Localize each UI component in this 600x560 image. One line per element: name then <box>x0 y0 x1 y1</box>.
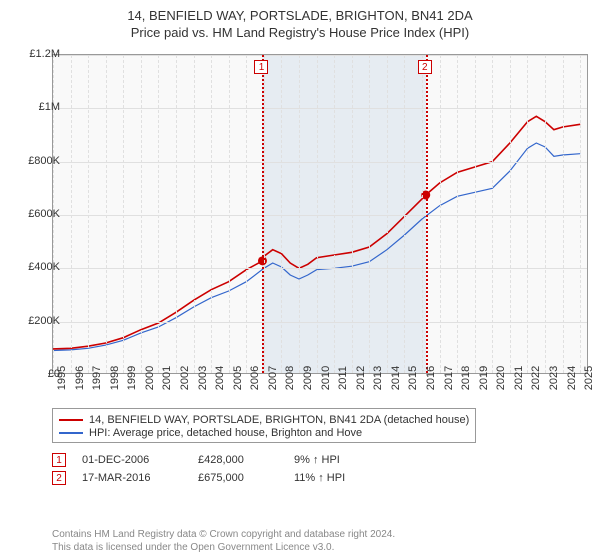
y-axis-label: £1.2M <box>10 48 60 60</box>
title-block: 14, BENFIELD WAY, PORTSLADE, BRIGHTON, B… <box>0 0 600 44</box>
x-axis-label: 1997 <box>91 366 103 390</box>
chart-subtitle: Price paid vs. HM Land Registry's House … <box>0 25 600 40</box>
y-axis-label: £400K <box>10 261 60 273</box>
x-axis-label: 2002 <box>179 366 191 390</box>
x-axis-label: 2023 <box>548 366 560 390</box>
x-axis-label: 2025 <box>583 366 595 390</box>
y-axis-label: £1M <box>10 101 60 113</box>
legend-swatch <box>59 432 83 434</box>
x-axis-label: 2013 <box>372 366 384 390</box>
sale-price: £675,000 <box>198 472 278 484</box>
sale-row: 1 01-DEC-2006 £428,000 9% ↑ HPI <box>52 453 588 467</box>
x-axis-label: 2009 <box>302 366 314 390</box>
y-axis-label: £0 <box>10 368 60 380</box>
x-axis-label: 2007 <box>267 366 279 390</box>
sale-num: 2 <box>52 471 66 485</box>
x-axis-label: 2000 <box>144 366 156 390</box>
x-axis-label: 2014 <box>390 366 402 390</box>
legend-label: 14, BENFIELD WAY, PORTSLADE, BRIGHTON, B… <box>89 414 469 426</box>
footer: Contains HM Land Registry data © Crown c… <box>52 528 395 554</box>
legend-swatch <box>59 419 83 421</box>
legend-label: HPI: Average price, detached house, Brig… <box>89 427 362 439</box>
sales-table: 1 01-DEC-2006 £428,000 9% ↑ HPI 2 17-MAR-2016… <box>52 453 588 485</box>
x-axis-label: 1998 <box>109 366 121 390</box>
x-axis-label: 2017 <box>443 366 455 390</box>
x-axis-label: 2012 <box>355 366 367 390</box>
x-axis-label: 2010 <box>320 366 332 390</box>
sale-pct: 11% ↑ HPI <box>294 472 394 484</box>
footer-line-1: Contains HM Land Registry data © Crown c… <box>52 528 395 541</box>
legend-item: 14, BENFIELD WAY, PORTSLADE, BRIGHTON, B… <box>59 414 469 426</box>
event-line <box>426 55 428 373</box>
x-axis-label: 2004 <box>214 366 226 390</box>
x-axis-label: 2003 <box>197 366 209 390</box>
sale-date: 01-DEC-2006 <box>82 454 182 466</box>
chart-container: 14, BENFIELD WAY, PORTSLADE, BRIGHTON, B… <box>0 0 600 560</box>
sale-price: £428,000 <box>198 454 278 466</box>
footer-line-2: This data is licensed under the Open Gov… <box>52 541 395 554</box>
x-axis-label: 2021 <box>513 366 525 390</box>
sale-num: 1 <box>52 453 66 467</box>
x-axis-label: 2019 <box>478 366 490 390</box>
x-axis-label: 2006 <box>249 366 261 390</box>
event-marker: 1 <box>254 60 268 74</box>
x-axis-label: 2024 <box>566 366 578 390</box>
x-axis-label: 1999 <box>126 366 138 390</box>
x-axis-label: 2008 <box>284 366 296 390</box>
x-axis-label: 1996 <box>74 366 86 390</box>
x-axis-label: 2015 <box>407 366 419 390</box>
sale-pct: 9% ↑ HPI <box>294 454 394 466</box>
event-marker: 2 <box>418 60 432 74</box>
y-axis-label: £600K <box>10 208 60 220</box>
x-axis-label: 2016 <box>425 366 437 390</box>
event-line <box>262 55 264 373</box>
chart-svg <box>53 55 587 373</box>
legend-area: 14, BENFIELD WAY, PORTSLADE, BRIGHTON, B… <box>52 408 588 489</box>
x-axis-label: 2011 <box>337 366 349 390</box>
chart-title: 14, BENFIELD WAY, PORTSLADE, BRIGHTON, B… <box>0 8 600 23</box>
y-axis-label: £200K <box>10 315 60 327</box>
x-axis-label: 2005 <box>232 366 244 390</box>
plot-area <box>52 54 588 374</box>
x-axis-label: 2020 <box>495 366 507 390</box>
x-axis-label: 2018 <box>460 366 472 390</box>
sale-date: 17-MAR-2016 <box>82 472 182 484</box>
x-axis-label: 2022 <box>530 366 542 390</box>
x-axis-label: 2001 <box>161 366 173 390</box>
legend-box: 14, BENFIELD WAY, PORTSLADE, BRIGHTON, B… <box>52 408 476 443</box>
x-axis-label: 1995 <box>56 366 68 390</box>
sale-row: 2 17-MAR-2016 £675,000 11% ↑ HPI <box>52 471 588 485</box>
legend-item: HPI: Average price, detached house, Brig… <box>59 427 469 439</box>
y-axis-label: £800K <box>10 155 60 167</box>
